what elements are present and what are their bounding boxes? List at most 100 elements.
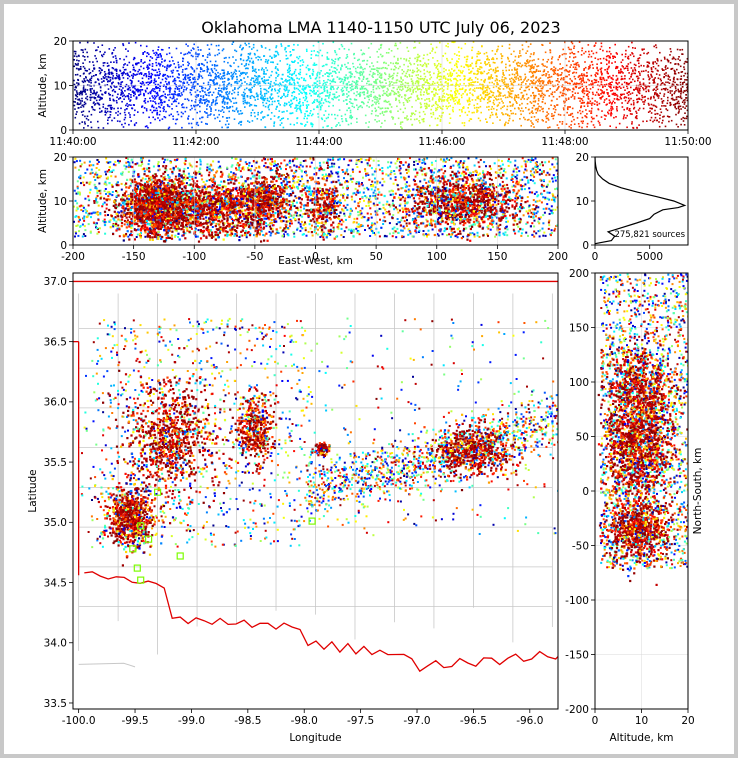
- source-point: [634, 47, 636, 49]
- source-point: [228, 56, 231, 59]
- source-point: [199, 110, 201, 113]
- source-point: [129, 79, 132, 82]
- source-point: [126, 102, 128, 105]
- source-point: [86, 95, 89, 98]
- source-point: [610, 84, 613, 86]
- source-point: [593, 103, 596, 105]
- source-point: [543, 74, 545, 76]
- source-point: [238, 122, 240, 125]
- source-point: [121, 93, 123, 95]
- source-point: [197, 94, 200, 96]
- source-point: [507, 122, 509, 124]
- source-point: [210, 74, 212, 77]
- source-point: [416, 70, 418, 73]
- source-point: [366, 91, 369, 94]
- source-point: [122, 44, 125, 47]
- source-point: [567, 108, 569, 111]
- source-point: [602, 57, 605, 60]
- source-point: [442, 77, 445, 79]
- source-point: [609, 47, 611, 49]
- source-point: [74, 94, 77, 96]
- source-point: [568, 114, 570, 116]
- source-point: [457, 84, 459, 86]
- source-point: [417, 83, 420, 85]
- source-point: [632, 99, 635, 102]
- source-point: [135, 62, 137, 65]
- source-point: [483, 81, 486, 84]
- source-point: [424, 62, 426, 64]
- source-point: [219, 95, 221, 97]
- source-point: [402, 79, 404, 81]
- source-point: [361, 74, 363, 76]
- source-point: [280, 45, 283, 47]
- source-point: [296, 108, 298, 110]
- source-point: [457, 101, 459, 104]
- source-point: [642, 87, 644, 89]
- source-point: [359, 67, 362, 69]
- source-point: [119, 112, 122, 115]
- source-point: [505, 113, 507, 115]
- source-point: [514, 96, 516, 98]
- source-point: [300, 77, 303, 79]
- source-point: [496, 105, 499, 107]
- source-point: [115, 72, 118, 75]
- source-point: [404, 107, 406, 110]
- source-point: [411, 86, 414, 89]
- source-point: [292, 98, 295, 100]
- source-point: [418, 78, 420, 80]
- source-point: [306, 110, 308, 113]
- source-point: [277, 69, 279, 71]
- source-point: [82, 81, 85, 84]
- source-point: [526, 103, 529, 105]
- source-point: [491, 58, 493, 60]
- source-point: [669, 86, 672, 89]
- source-point: [204, 59, 207, 61]
- source-point: [93, 67, 96, 69]
- source-point: [342, 89, 345, 92]
- source-point: [90, 85, 92, 87]
- source-point: [99, 111, 101, 113]
- source-point: [301, 123, 303, 125]
- source-point: [626, 102, 629, 104]
- source-point: [608, 75, 611, 78]
- source-point: [97, 78, 99, 80]
- source-point: [650, 103, 653, 106]
- source-point: [497, 98, 500, 101]
- source-point: [458, 88, 461, 90]
- source-point: [354, 99, 356, 101]
- source-point: [631, 53, 634, 55]
- source-point: [237, 93, 239, 96]
- source-point: [553, 66, 555, 68]
- source-point: [184, 76, 186, 79]
- source-point: [656, 83, 659, 85]
- source-point: [135, 98, 138, 100]
- source-point: [164, 59, 166, 62]
- source-point: [542, 107, 544, 110]
- source-point: [616, 106, 618, 108]
- source-point: [151, 95, 154, 97]
- source-point: [495, 112, 497, 115]
- source-point: [471, 49, 473, 52]
- source-point: [165, 110, 167, 113]
- source-point: [388, 85, 391, 87]
- source-point: [596, 66, 598, 69]
- source-point: [564, 75, 567, 78]
- source-point: [398, 86, 400, 88]
- source-point: [266, 62, 269, 64]
- source-point: [110, 61, 112, 63]
- source-point: [320, 86, 322, 88]
- source-point: [134, 41, 137, 44]
- source-point: [92, 92, 95, 95]
- source-point: [486, 106, 488, 108]
- source-point: [579, 77, 582, 80]
- source-point: [276, 92, 279, 94]
- source-point: [121, 91, 123, 93]
- source-point: [562, 48, 564, 51]
- source-point: [603, 92, 605, 95]
- source-point: [537, 118, 539, 121]
- source-point: [419, 115, 421, 118]
- source-point: [540, 95, 542, 98]
- source-point: [389, 110, 391, 113]
- source-point: [338, 71, 340, 74]
- source-point: [348, 84, 351, 86]
